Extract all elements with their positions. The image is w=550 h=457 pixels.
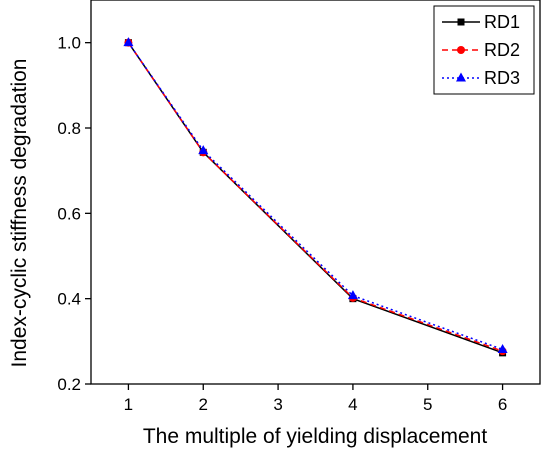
x-tick-label: 2 — [199, 395, 208, 414]
x-tick-label: 1 — [124, 395, 133, 414]
legend-label-rd2: RD2 — [484, 40, 520, 60]
series-line-rd2 — [127, 42, 503, 352]
legend-box — [433, 5, 535, 95]
x-tick-label: 6 — [498, 395, 507, 414]
legend-marker-rd1 — [457, 18, 465, 26]
data-point-rd3 — [497, 343, 508, 353]
y-tick-label: 0.4 — [57, 290, 81, 309]
legend-marker-rd2 — [457, 46, 465, 54]
data-point-rd3 — [347, 290, 358, 300]
legend-label-rd1: RD1 — [484, 12, 520, 32]
y-tick-label: 0.2 — [57, 375, 81, 394]
data-point-rd3 — [198, 145, 209, 155]
y-tick-label: 0.8 — [57, 119, 81, 138]
x-tick-label: 3 — [273, 395, 282, 414]
series-layer — [123, 37, 508, 357]
legend-label-rd3: RD3 — [484, 68, 520, 88]
series-line-rd3 — [127, 42, 503, 351]
data-point-rd3 — [123, 37, 134, 47]
y-tick-label: 1.0 — [57, 34, 81, 53]
x-tick-label: 5 — [423, 395, 432, 414]
x-axis-title: The multiple of yielding displacement — [143, 425, 488, 448]
y-tick-label: 0.6 — [57, 204, 81, 223]
legend-marker-rd3 — [456, 72, 466, 82]
plot-frame — [90, 0, 541, 385]
legend: RD1 RD2 RD3 — [433, 5, 535, 95]
axis-ticks: 1 2 3 4 5 6 0.2 0.4 0.6 0.8 1.0 — [57, 34, 507, 414]
series-rd3 — [123, 37, 508, 353]
x-tick-label: 4 — [348, 395, 357, 414]
y-axis-title: Index-cyclic stiffness degradation — [8, 59, 31, 368]
